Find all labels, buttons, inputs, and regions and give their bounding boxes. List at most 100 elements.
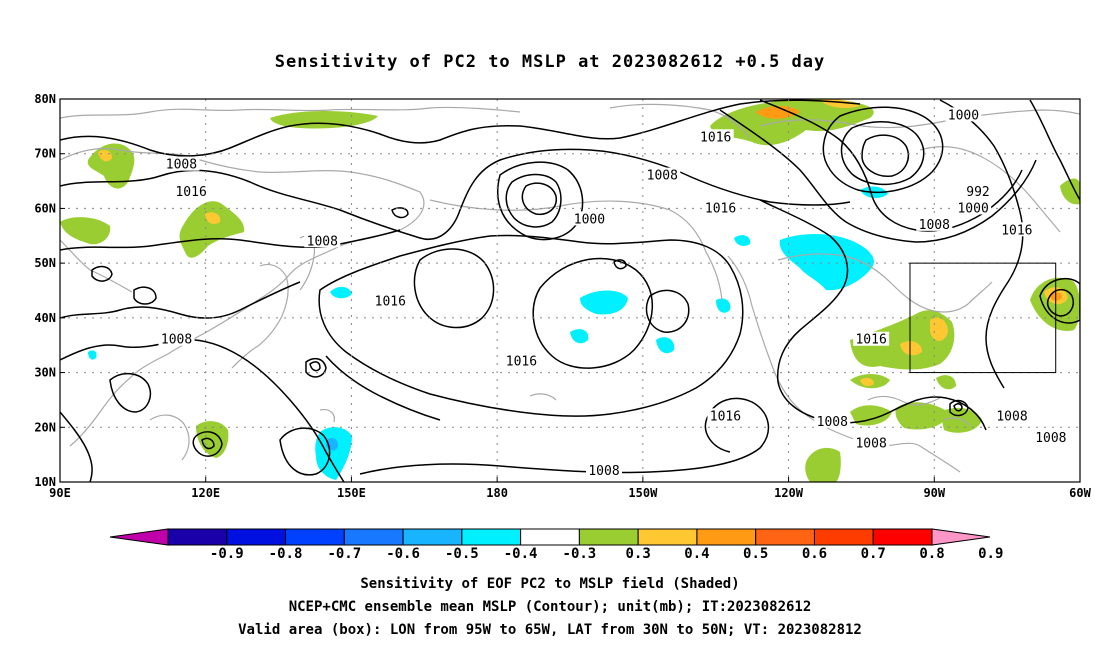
colorbar-label: -0.5	[445, 546, 479, 562]
colorbar-swatch	[696, 528, 757, 546]
lat-tick-label: 60N	[34, 201, 56, 215]
contour-label: 1016	[700, 130, 731, 145]
colorbar-max-triangle	[931, 528, 991, 546]
contour-label-bg	[571, 211, 608, 226]
lon-tick-label: 150E	[337, 486, 366, 500]
lat-tick-label: 20N	[34, 420, 56, 434]
contour-label: 1000	[957, 201, 988, 216]
contour-label-bg	[163, 156, 200, 171]
contour-label-bg	[853, 435, 890, 450]
lat-tick-label: 10N	[34, 475, 56, 489]
colorbar-swatch	[755, 528, 815, 546]
contour-label-bg	[964, 184, 992, 199]
colorbar-swatch	[402, 528, 463, 546]
contour-label-bg	[814, 413, 851, 428]
contour-label-bg	[994, 408, 1030, 423]
contour-label: 1016	[375, 294, 406, 309]
latitude-axis: 80N 70N 60N 50N 40N 30N 20N 10N	[34, 92, 65, 489]
contour-label: 1008	[1035, 431, 1066, 446]
contour-label-bg	[697, 129, 734, 144]
colorbar-label: -0.3	[563, 546, 597, 562]
longitude-axis: 90E 120E 150E 180 150W 120W 90W 60W	[49, 477, 1092, 500]
contour-label: 1008	[996, 409, 1027, 424]
contour-label-bg	[916, 216, 953, 231]
colorbar-label: 0.6	[802, 546, 827, 562]
contour-label: 1008	[647, 169, 678, 184]
valid-area-box	[909, 262, 1057, 374]
contour-label: 1016	[855, 333, 886, 348]
colorbar-label: -0.6	[386, 546, 420, 562]
lat-tick-label: 30N	[34, 366, 56, 380]
contour-label: 1016	[705, 201, 736, 216]
contour-label: 1008	[166, 158, 197, 173]
lat-tick-label: 50N	[34, 256, 56, 270]
contour-label-bg	[707, 408, 744, 423]
contour-label: 1008	[307, 234, 338, 249]
colorbar-swatch	[285, 528, 345, 546]
contour-label: 1000	[948, 108, 979, 123]
contour-label-bg	[304, 233, 341, 248]
caption-valid-area: Valid area (box): LON from 95W to 65W, L…	[238, 622, 862, 638]
contour-label-bg	[945, 107, 982, 122]
colorbar-swatch	[637, 528, 698, 546]
contour-label-bg	[702, 200, 739, 215]
colorbar-label: 0.7	[861, 546, 886, 562]
colorbar-label: -0.7	[327, 546, 361, 562]
contour-label: 1016	[506, 355, 537, 370]
caption-contour: NCEP+CMC ensemble mean MSLP (Contour); u…	[289, 599, 812, 615]
contour-label-bg	[955, 200, 992, 215]
lat-tick-label: 70N	[34, 147, 56, 161]
lat-tick-label: 80N	[34, 92, 56, 106]
mslp-contours	[60, 99, 1080, 482]
contour-label-bg	[158, 331, 195, 346]
lon-tick-label: 120W	[774, 486, 804, 500]
colorbar-label: 0.4	[684, 546, 709, 562]
contour-label: 1016	[710, 409, 741, 424]
lon-tick-label: 90W	[923, 486, 945, 500]
colorbar-swatch	[343, 528, 404, 546]
colorbar-swatch	[872, 528, 933, 546]
contour-label: 1016	[1001, 223, 1032, 238]
contour-label-bg	[998, 222, 1035, 237]
contour-label: 1016	[175, 185, 206, 200]
colorbar-label: 0.9	[978, 546, 1003, 562]
colorbar-label: -0.4	[504, 546, 538, 562]
colorbar-swatch	[461, 528, 522, 546]
lon-tick-label: 90E	[49, 486, 71, 500]
colorbar-min-triangle	[109, 528, 169, 546]
contour-label: 1008	[855, 437, 886, 452]
map-frame	[59, 98, 1081, 483]
colorbar-swatch	[226, 528, 287, 546]
contour-label: 1008	[919, 218, 950, 233]
contour-labels: 1016 1008 1016 1008 1016 1000 1008 1016 1008 1016…	[158, 107, 1069, 479]
contour-label-bg	[644, 167, 681, 182]
colorbar-swatch	[813, 528, 874, 546]
contour-label: 1008	[161, 333, 192, 348]
colorbar-swatch	[520, 528, 580, 546]
lon-tick-label: 60W	[1069, 486, 1091, 500]
contour-label-bg	[586, 463, 622, 478]
sensitivity-shading	[60, 99, 1080, 482]
contour-label-bg	[372, 293, 409, 308]
contour-label-bg	[173, 184, 210, 199]
colorbar-label: 0.8	[919, 546, 944, 562]
colorbar-swatch	[578, 528, 639, 546]
colorbar: -0.9 -0.8 -0.7 -0.6 -0.5 -0.4 -0.3 0.3 0.4 0.5 0.6…	[109, 528, 1003, 562]
colorbar-swatch	[167, 528, 228, 546]
contour-label: 1008	[817, 415, 848, 430]
lon-tick-label: 150W	[628, 486, 658, 500]
lon-tick-label: 120E	[191, 486, 220, 500]
figure-title: Sensitivity of PC2 to MSLP at 2023082612…	[275, 52, 826, 72]
contour-label: 1000	[574, 212, 605, 227]
lon-tick-label: 180	[486, 486, 508, 500]
contour-label-bg	[1032, 430, 1069, 445]
contour-label: 992	[966, 185, 989, 200]
contour-label-bg	[503, 353, 540, 368]
contour-label-bg	[853, 331, 890, 346]
contour-label: 1008	[588, 464, 619, 479]
caption-shading: Sensitivity of EOF PC2 to MSLP field (Sh…	[360, 576, 739, 592]
lat-tick-label: 40N	[34, 311, 56, 325]
colorbar-label: 0.3	[626, 546, 651, 562]
colorbar-label: -0.8	[269, 546, 303, 562]
